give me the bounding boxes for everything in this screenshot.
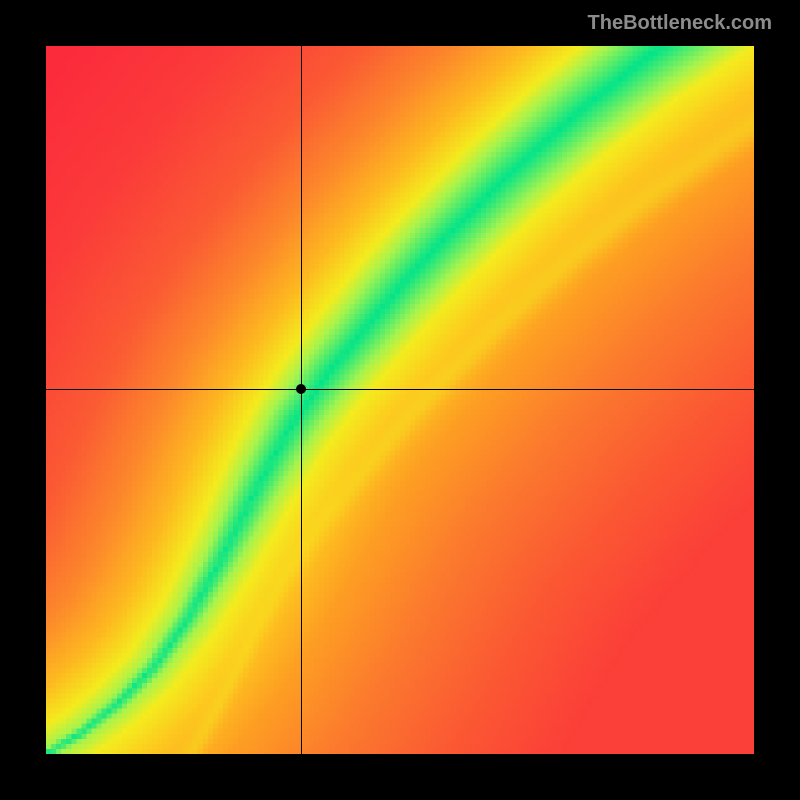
site-watermark: TheBottleneck.com <box>588 12 772 35</box>
crosshair-vertical <box>301 46 302 754</box>
plot-outer-padding <box>0 46 800 800</box>
heatmap-canvas <box>46 46 754 754</box>
bottleneck-heatmap <box>46 46 754 754</box>
selection-marker <box>296 384 306 394</box>
crosshair-horizontal <box>46 389 754 390</box>
header-bar: TheBottleneck.com <box>0 0 800 46</box>
